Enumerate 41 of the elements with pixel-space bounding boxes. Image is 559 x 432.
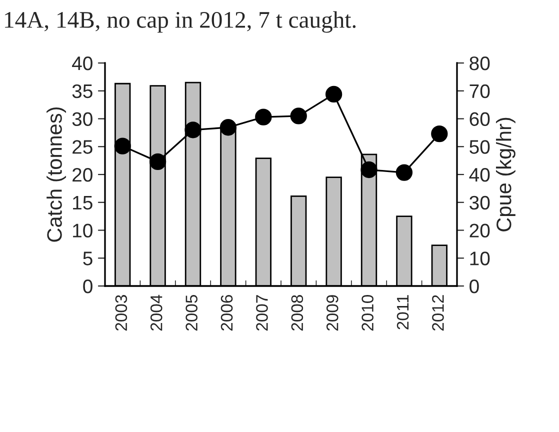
point (255, 108, 272, 126)
y-tick-label: 40 (72, 56, 92, 70)
y2-tick-label: 80 (470, 56, 490, 70)
y2-tick-label: 60 (470, 112, 490, 126)
x-tick-label: 2009 (326, 295, 338, 331)
point (114, 138, 131, 154)
y-tick-label: 15 (73, 196, 92, 210)
chart-title: 14A, 14B, no cap in 2012, 7 t caught. (5, 11, 356, 33)
y2-tick-label: 0 (470, 279, 479, 294)
point (325, 86, 342, 103)
y2-axis-title: Cpue (kg/hr) (496, 118, 516, 232)
y2-tick-label: 50 (470, 140, 490, 154)
point (220, 119, 237, 136)
point (396, 164, 413, 181)
x-tick-label: 2007 (256, 295, 268, 331)
point (290, 108, 307, 124)
x-tick-label: 2011 (396, 295, 409, 330)
point (184, 122, 202, 138)
y-tick-label: 5 (83, 252, 92, 266)
point (360, 161, 378, 178)
point (431, 125, 448, 142)
x-tick-label: 2005 (186, 295, 198, 331)
y-tick-label: 20 (72, 168, 92, 182)
y2-tick-label: 20 (470, 224, 490, 238)
y2-tick-label: 10 (470, 252, 490, 266)
y2-tick-label: 40 (469, 168, 490, 182)
y-tick-label: 0 (83, 279, 92, 294)
y-tick-label: 35 (72, 84, 92, 98)
y2-tick-label: 70 (470, 84, 490, 98)
y-tick-label: 30 (72, 112, 92, 126)
y2-tick-label: 30 (470, 196, 490, 210)
y-tick-label: 25 (72, 140, 92, 154)
x-tick-label: 2004 (150, 294, 162, 331)
x-tick-label: 2010 (362, 294, 374, 331)
point (149, 153, 166, 170)
x-tick-label: 2008 (291, 295, 304, 331)
x-tick-label: 2006 (220, 295, 233, 331)
x-tick-label: 2012 (432, 295, 444, 331)
x-tick-label: 2003 (115, 295, 128, 331)
y-axis-title: Catch (tonnes) (46, 107, 66, 242)
y-tick-label: 10 (73, 224, 92, 238)
